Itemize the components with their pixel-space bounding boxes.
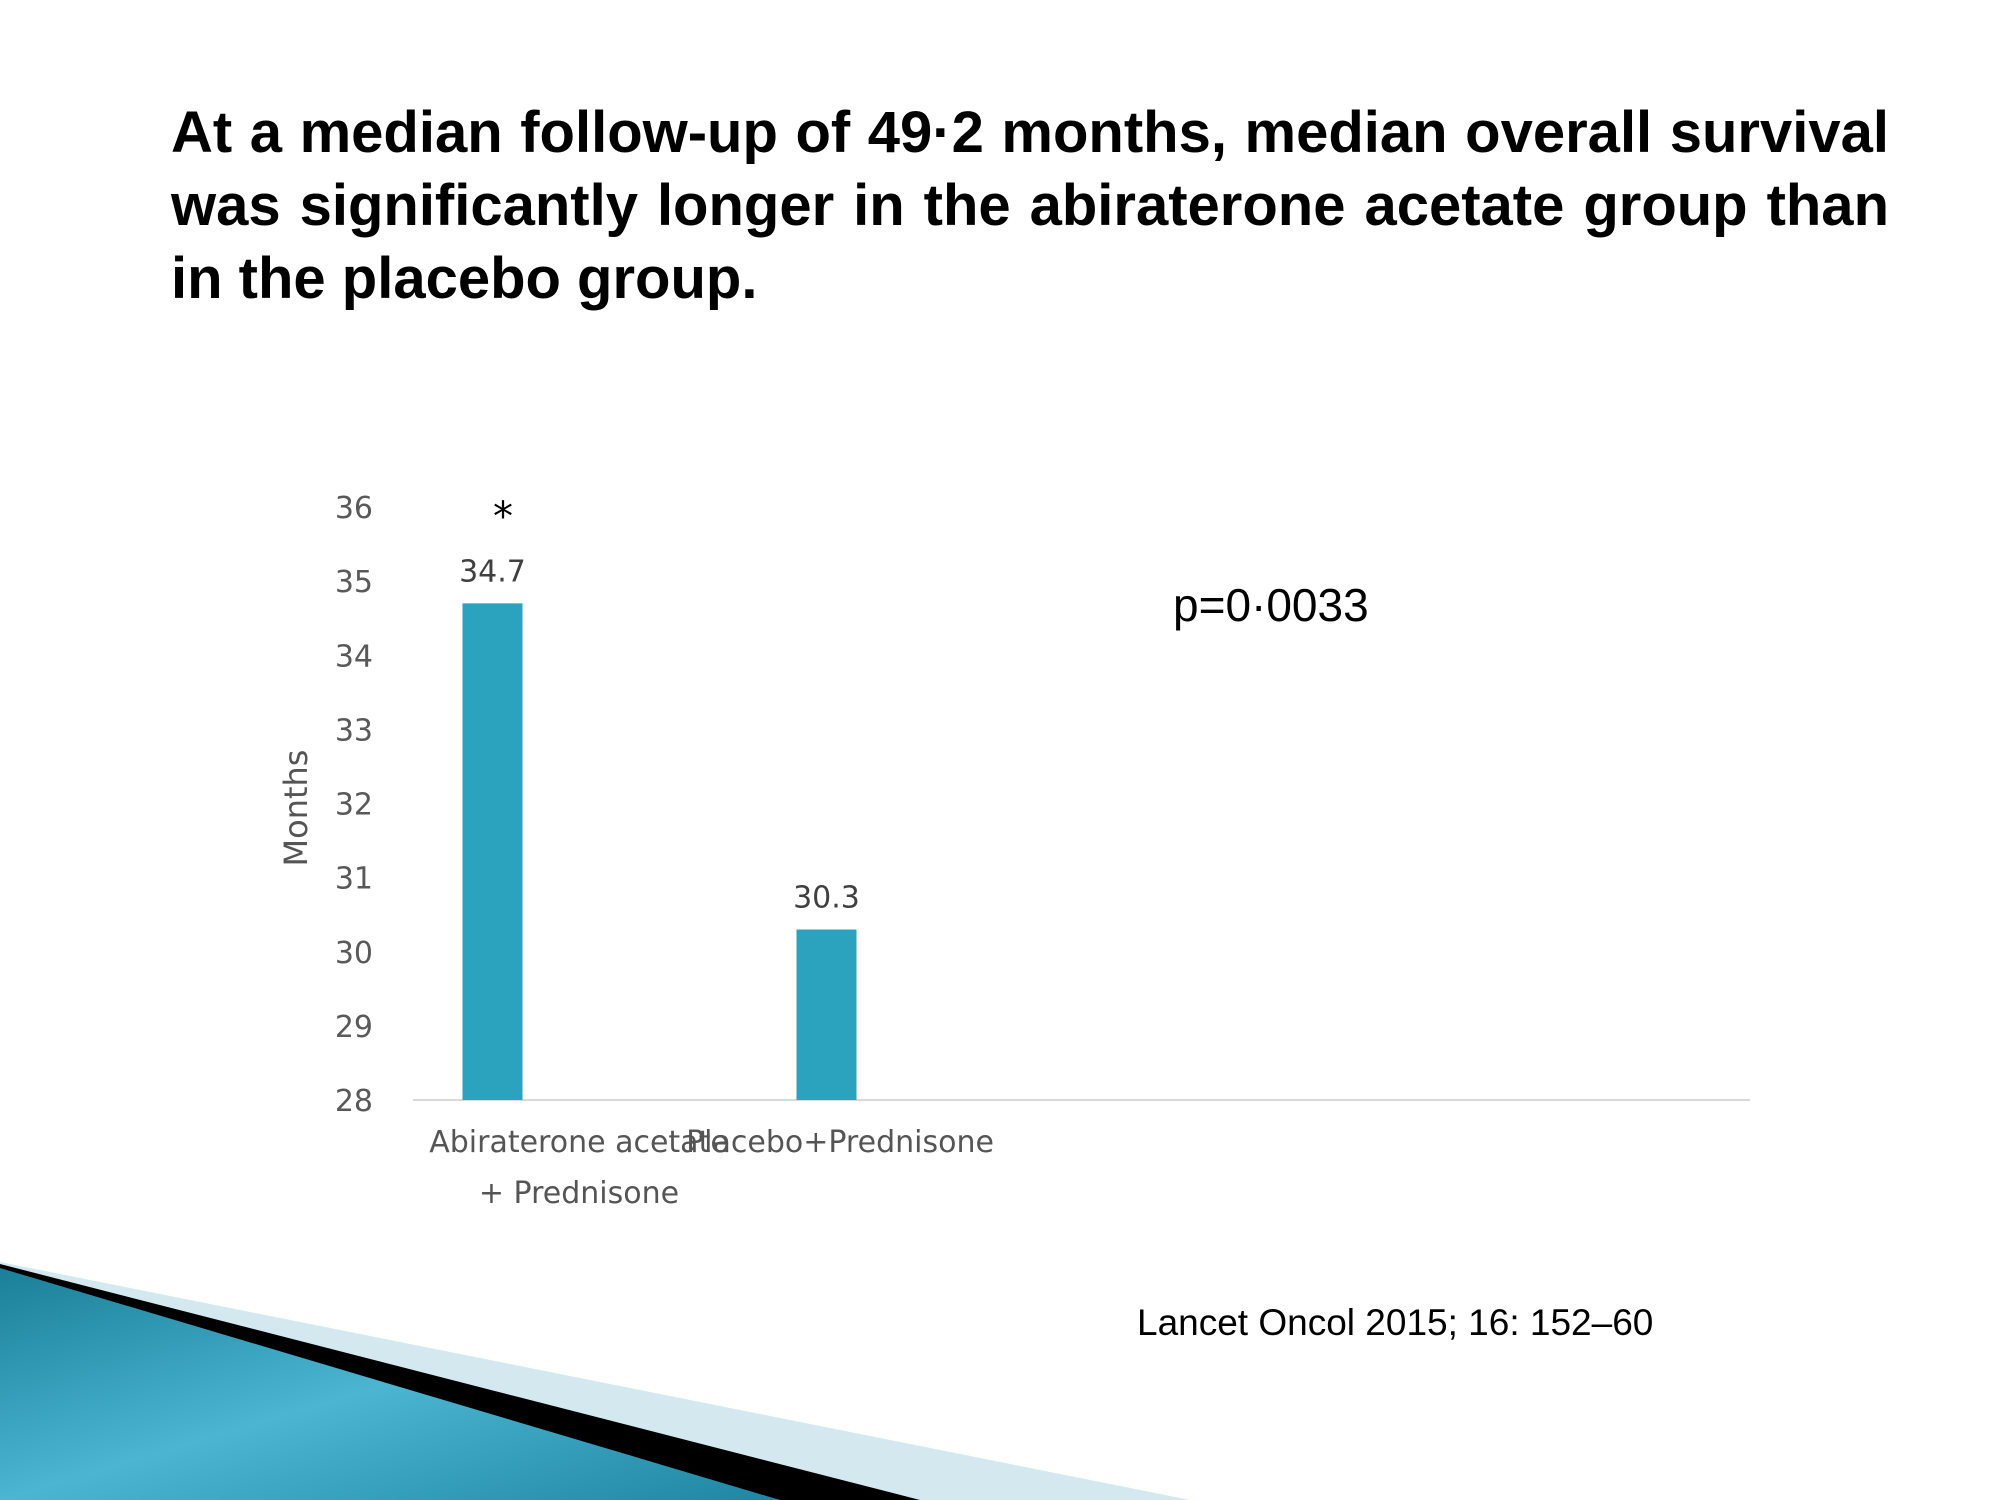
y-tick-label: 35 (335, 565, 373, 600)
x-tick-label-text: Placebo+Prednisone (686, 1125, 994, 1160)
bar-data-label: 34.7 (459, 554, 526, 589)
y-tick-label: 33 (335, 713, 373, 748)
p-value-label: p=0·0033 (1173, 579, 1369, 631)
y-tick-label: 34 (335, 639, 373, 674)
x-tick-label-placebo: Placebo+Prednisone (686, 1117, 994, 1168)
x-tick-label-text: Abiraterone acetate + Prednisone (429, 1125, 729, 1211)
x-tick-label-abiraterone: Abiraterone acetate + Prednisone (429, 1117, 729, 1219)
y-tick-label: 36 (335, 491, 373, 526)
y-tick-label: 31 (335, 862, 373, 897)
y-tick-label: 30 (335, 936, 373, 971)
bar (796, 929, 857, 1100)
y-tick-label: 29 (335, 1010, 373, 1045)
bar (462, 603, 523, 1100)
significance-asterisk: * (493, 494, 513, 540)
citation: Lancet Oncol 2015; 16: 152–60 (1137, 1302, 1654, 1343)
y-tick-label: 28 (335, 1084, 373, 1119)
slide-title: At a median follow-up of 49·2 months, me… (171, 100, 1889, 311)
bar-data-label: 30.3 (793, 881, 860, 916)
y-tick-label: 32 (335, 788, 373, 823)
y-axis-label: Months (277, 749, 315, 867)
decoration-teal-band (0, 1268, 780, 1500)
